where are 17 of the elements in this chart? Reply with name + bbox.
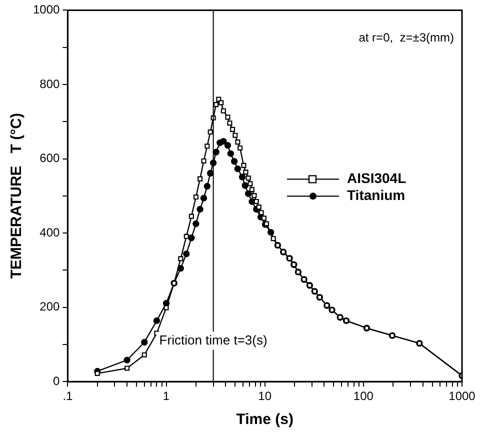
x-tick-label: 1000 [448,389,476,404]
y-tick-label: 800 [40,76,60,91]
y-tick-label: 200 [40,300,60,314]
ref-line-label: Friction time t=3(s) [159,332,268,348]
annotation: at r=0, z=±3(mm) [358,30,454,45]
x-tick-label: 10 [258,389,272,404]
legend-label: AISI304L [347,170,407,186]
x-axis-title: Time (s) [236,411,294,428]
y-tick-label: 0 [53,374,60,388]
x-tick-label: 1 [162,389,170,404]
legend-label: Titanium [347,187,406,204]
y-tick-label: 400 [40,225,60,240]
y-axis-title: TEMPERATURE T (°C) [8,113,26,279]
y-tick-label: 1000 [32,2,60,17]
y-tick-label: 600 [40,151,60,166]
x-tick-label: .1 [62,389,74,404]
x-tick-label: 100 [353,389,374,404]
